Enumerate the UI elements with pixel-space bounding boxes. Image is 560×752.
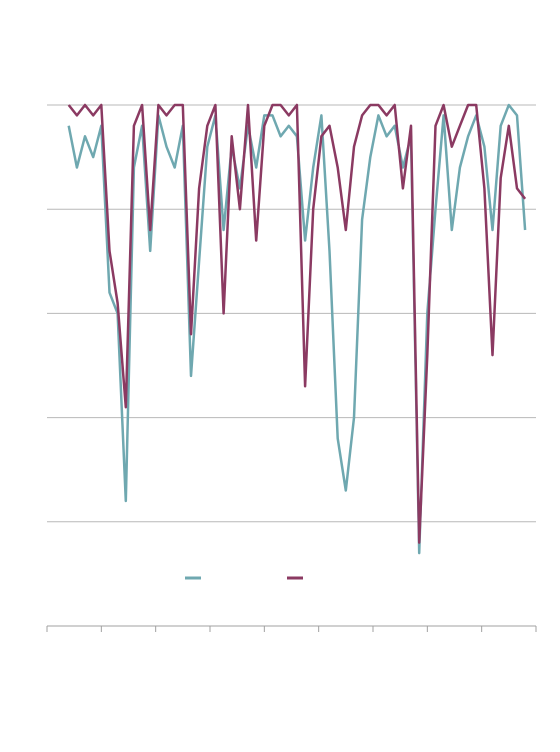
series-line: [67, 103, 527, 544]
series-line: [67, 103, 527, 555]
